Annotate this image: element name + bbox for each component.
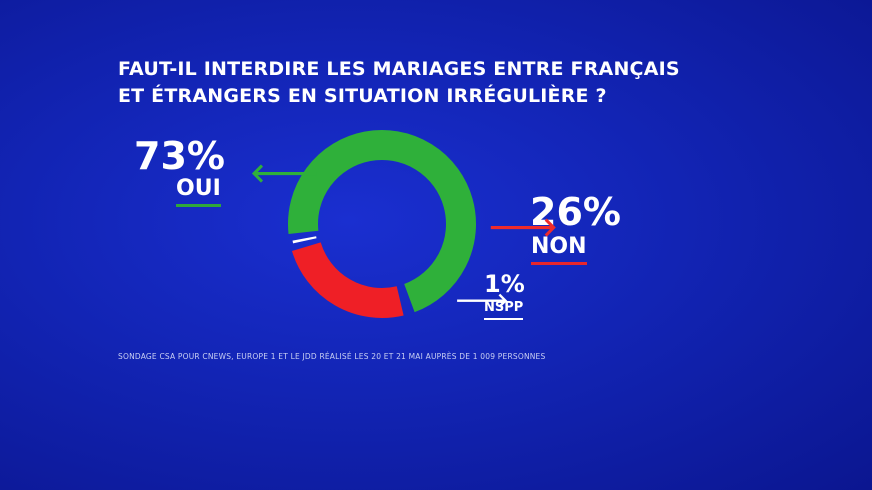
donut-slice-non <box>291 241 404 318</box>
non-arrow-icon: 🡒 <box>488 213 558 243</box>
non-percentage: 26% <box>530 190 621 234</box>
chart-title: FAUT-IL INTERDIRE LES MARIAGES ENTRE FRA… <box>118 56 738 110</box>
oui-label: OUI <box>176 176 221 207</box>
nspp-percentage: 1% <box>484 270 525 298</box>
non-label: NON <box>531 234 587 265</box>
title-line-2: ET ÉTRANGERS EN SITUATION IRRÉGULIÈRE ? <box>118 85 607 107</box>
source-note: SONDAGE CSA POUR CNEWS, EUROPE 1 ET LE J… <box>118 352 546 361</box>
oui-arrow-icon: 🡐 <box>250 159 320 189</box>
nspp-arrow-icon: 🡒 <box>455 288 509 312</box>
donut-slice-oui <box>288 130 476 313</box>
title-line-1: FAUT-IL INTERDIRE LES MARIAGES ENTRE FRA… <box>118 58 680 80</box>
nspp-label: NSPP <box>484 300 524 320</box>
oui-percentage: 73% <box>134 134 225 178</box>
